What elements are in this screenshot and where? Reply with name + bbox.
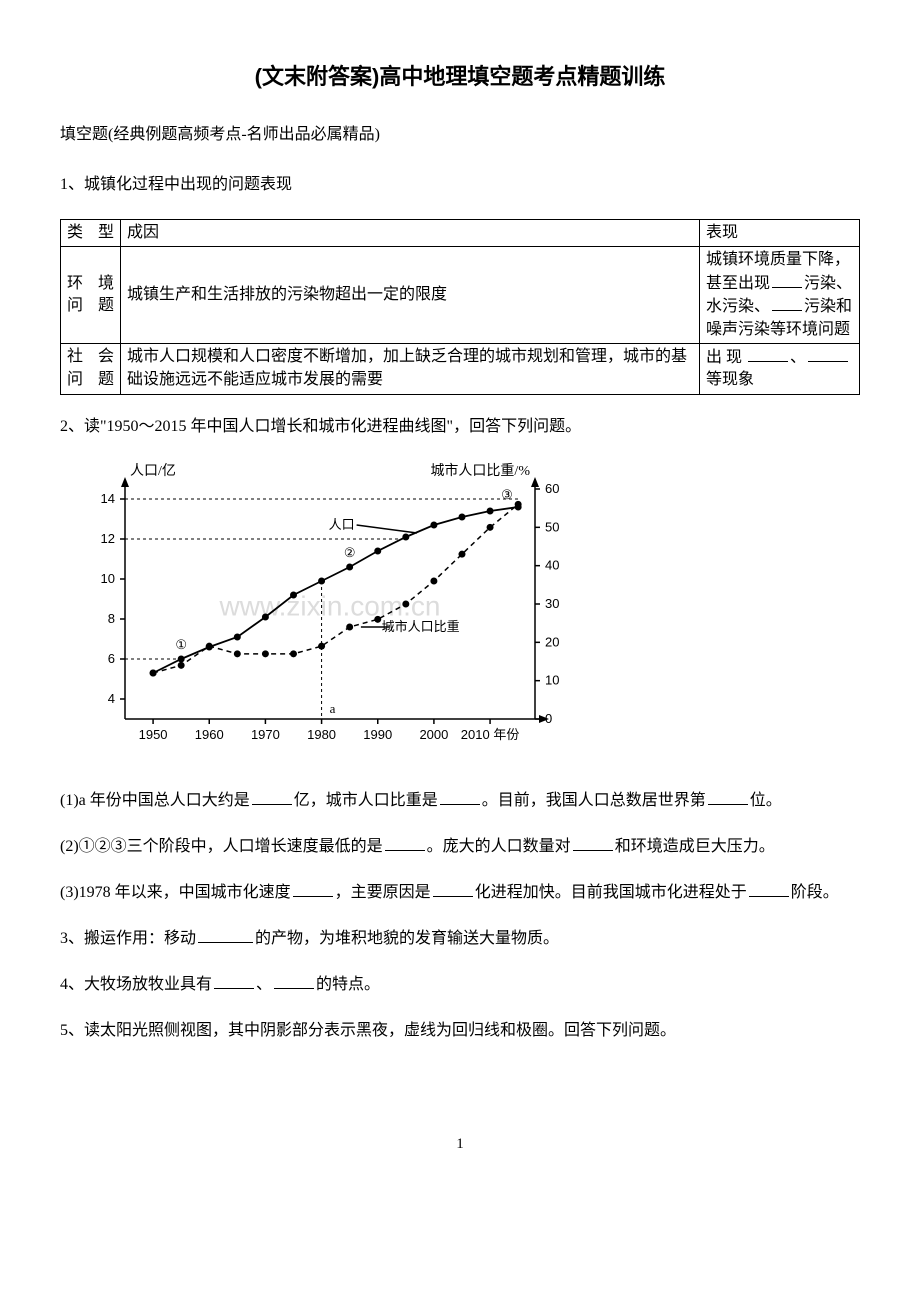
svg-text:60: 60: [545, 481, 559, 496]
th-cause: 成因: [121, 220, 700, 247]
blank-field[interactable]: [293, 881, 333, 897]
cell-cause: 城镇生产和生活排放的污染物超出一定的限度: [121, 247, 700, 344]
blank-field[interactable]: [385, 835, 425, 851]
q1-intro: 1、城镇化过程中出现的问题表现: [60, 173, 860, 197]
svg-text:20: 20: [545, 634, 559, 649]
q4: 4、大牧场放牧业具有 、 的特点。: [60, 973, 860, 997]
blank-field[interactable]: [749, 881, 789, 897]
blank-field[interactable]: [252, 789, 292, 805]
text-frag: 出 现: [706, 349, 742, 366]
svg-text:0: 0: [545, 711, 552, 726]
svg-text:1980: 1980: [307, 727, 336, 742]
svg-text:40: 40: [545, 557, 559, 572]
svg-text:城市人口比重/%: 城市人口比重/%: [430, 462, 530, 479]
text-frag: (2)①②③三个阶段中，人口增长速度最低的是: [60, 838, 383, 855]
blank-field[interactable]: [772, 295, 802, 311]
text-frag: ，主要原因是: [335, 884, 431, 901]
svg-text:1990: 1990: [363, 727, 392, 742]
text-frag: 和环境造成巨大压力。: [615, 838, 775, 855]
text-frag: 位。: [750, 792, 782, 809]
page-number: 1: [60, 1133, 860, 1156]
svg-text:2010 年份: 2010 年份: [461, 727, 520, 742]
table-row: 环 境问题 城镇生产和生活排放的污染物超出一定的限度 城镇环境质量下降，甚至出现…: [61, 247, 860, 344]
q5: 5、读太阳光照侧视图，其中阴影部分表示黑夜，虚线为回归线和极圈。回答下列问题。: [60, 1019, 860, 1043]
text-frag: 。目前，我国人口总数居世界第: [482, 792, 706, 809]
svg-text:③: ③: [501, 487, 513, 502]
svg-text:14: 14: [101, 491, 115, 506]
text-frag: 的特点。: [316, 976, 380, 993]
blank-field[interactable]: [808, 346, 848, 362]
svg-text:①: ①: [175, 637, 187, 652]
blank-field[interactable]: [274, 973, 314, 989]
svg-text:10: 10: [101, 571, 115, 586]
blank-field[interactable]: [748, 346, 788, 362]
text-frag: 阶段。: [791, 884, 839, 901]
q2-sub2: (2)①②③三个阶段中，人口增长速度最低的是 。庞大的人口数量对 和环境造成巨大压力…: [60, 835, 860, 859]
text-frag: 化进程加快。目前我国城市化进程处于: [475, 884, 747, 901]
q1-table: 类型 成因 表现 环 境问题 城镇生产和生活排放的污染物超出一定的限度 城镇环境…: [60, 219, 860, 395]
page-title: (文末附答案)高中地理填空题考点精题训练: [60, 60, 860, 93]
q2-sub1: (1)a 年份中国总人口大约是 亿，城市人口比重是 。目前，我国人口总数居世界第 位。: [60, 789, 860, 813]
chart-svg: www.zixin.com.cn人口/亿城市人口比重/%195019601970…: [70, 459, 590, 759]
q3: 3、搬运作用：移动 的产物，为堆积地貌的发育输送大量物质。: [60, 927, 860, 951]
svg-text:a: a: [330, 701, 336, 716]
svg-text:1950: 1950: [139, 727, 168, 742]
svg-text:4: 4: [108, 691, 115, 706]
th-expr: 表现: [700, 220, 860, 247]
blank-field[interactable]: [214, 973, 254, 989]
section-label: 填空题(经典例题高频考点-名师出品必属精品): [60, 123, 860, 147]
text-frag: (3)1978 年以来，中国城市化速度: [60, 884, 291, 901]
text-frag: 的产物，为堆积地貌的发育输送大量物质。: [255, 930, 559, 947]
blank-field[interactable]: [433, 881, 473, 897]
svg-text:8: 8: [108, 611, 115, 626]
cell-type: 社 会问题: [61, 343, 121, 394]
text-frag: 3、搬运作用：移动: [60, 930, 196, 947]
text-frag: (1)a 年份中国总人口大约是: [60, 792, 250, 809]
svg-text:2000: 2000: [419, 727, 448, 742]
table-row: 类型 成因 表现: [61, 220, 860, 247]
cell-type: 环 境问题: [61, 247, 121, 344]
text-frag: 亿，城市人口比重是: [294, 792, 438, 809]
cell-expr: 出 现 、等现象: [700, 343, 860, 394]
blank-field[interactable]: [573, 835, 613, 851]
q2-intro: 2、读"1950～2015 年中国人口增长和城市化进程曲线图"，回答下列问题。: [60, 415, 860, 439]
cell-expr: 城镇环境质量下降，甚至出现污染、水污染、污染和噪声污染等环境问题: [700, 247, 860, 344]
text-frag: 。庞大的人口数量对: [427, 838, 571, 855]
table-row: 社 会问题 城市人口规模和人口密度不断增加，加上缺乏合理的城市规划和管理，城市的…: [61, 343, 860, 394]
svg-text:②: ②: [344, 545, 356, 560]
blank-field[interactable]: [708, 789, 748, 805]
q2-chart: www.zixin.com.cn人口/亿城市人口比重/%195019601970…: [70, 459, 860, 767]
svg-text:城市人口比重: 城市人口比重: [382, 619, 460, 634]
svg-text:6: 6: [108, 651, 115, 666]
blank-field[interactable]: [198, 927, 253, 943]
svg-text:1960: 1960: [195, 727, 224, 742]
text-frag: 4、大牧场放牧业具有: [60, 976, 212, 993]
svg-text:30: 30: [545, 596, 559, 611]
text-frag: 、: [790, 349, 806, 366]
blank-field[interactable]: [772, 272, 802, 288]
svg-text:50: 50: [545, 519, 559, 534]
svg-text:人口: 人口: [329, 517, 355, 532]
th-type: 类型: [61, 220, 121, 247]
blank-field[interactable]: [440, 789, 480, 805]
cell-cause: 城市人口规模和人口密度不断增加，加上缺乏合理的城市规划和管理，城市的基础设施远远…: [121, 343, 700, 394]
svg-text:12: 12: [101, 531, 115, 546]
svg-text:10: 10: [545, 672, 559, 687]
q2-sub3: (3)1978 年以来，中国城市化速度 ，主要原因是 化进程加快。目前我国城市化进程…: [60, 881, 860, 905]
svg-text:1970: 1970: [251, 727, 280, 742]
text-frag: 等现象: [706, 371, 754, 388]
svg-text:人口/亿: 人口/亿: [130, 463, 176, 479]
text-frag: 、: [256, 976, 272, 993]
